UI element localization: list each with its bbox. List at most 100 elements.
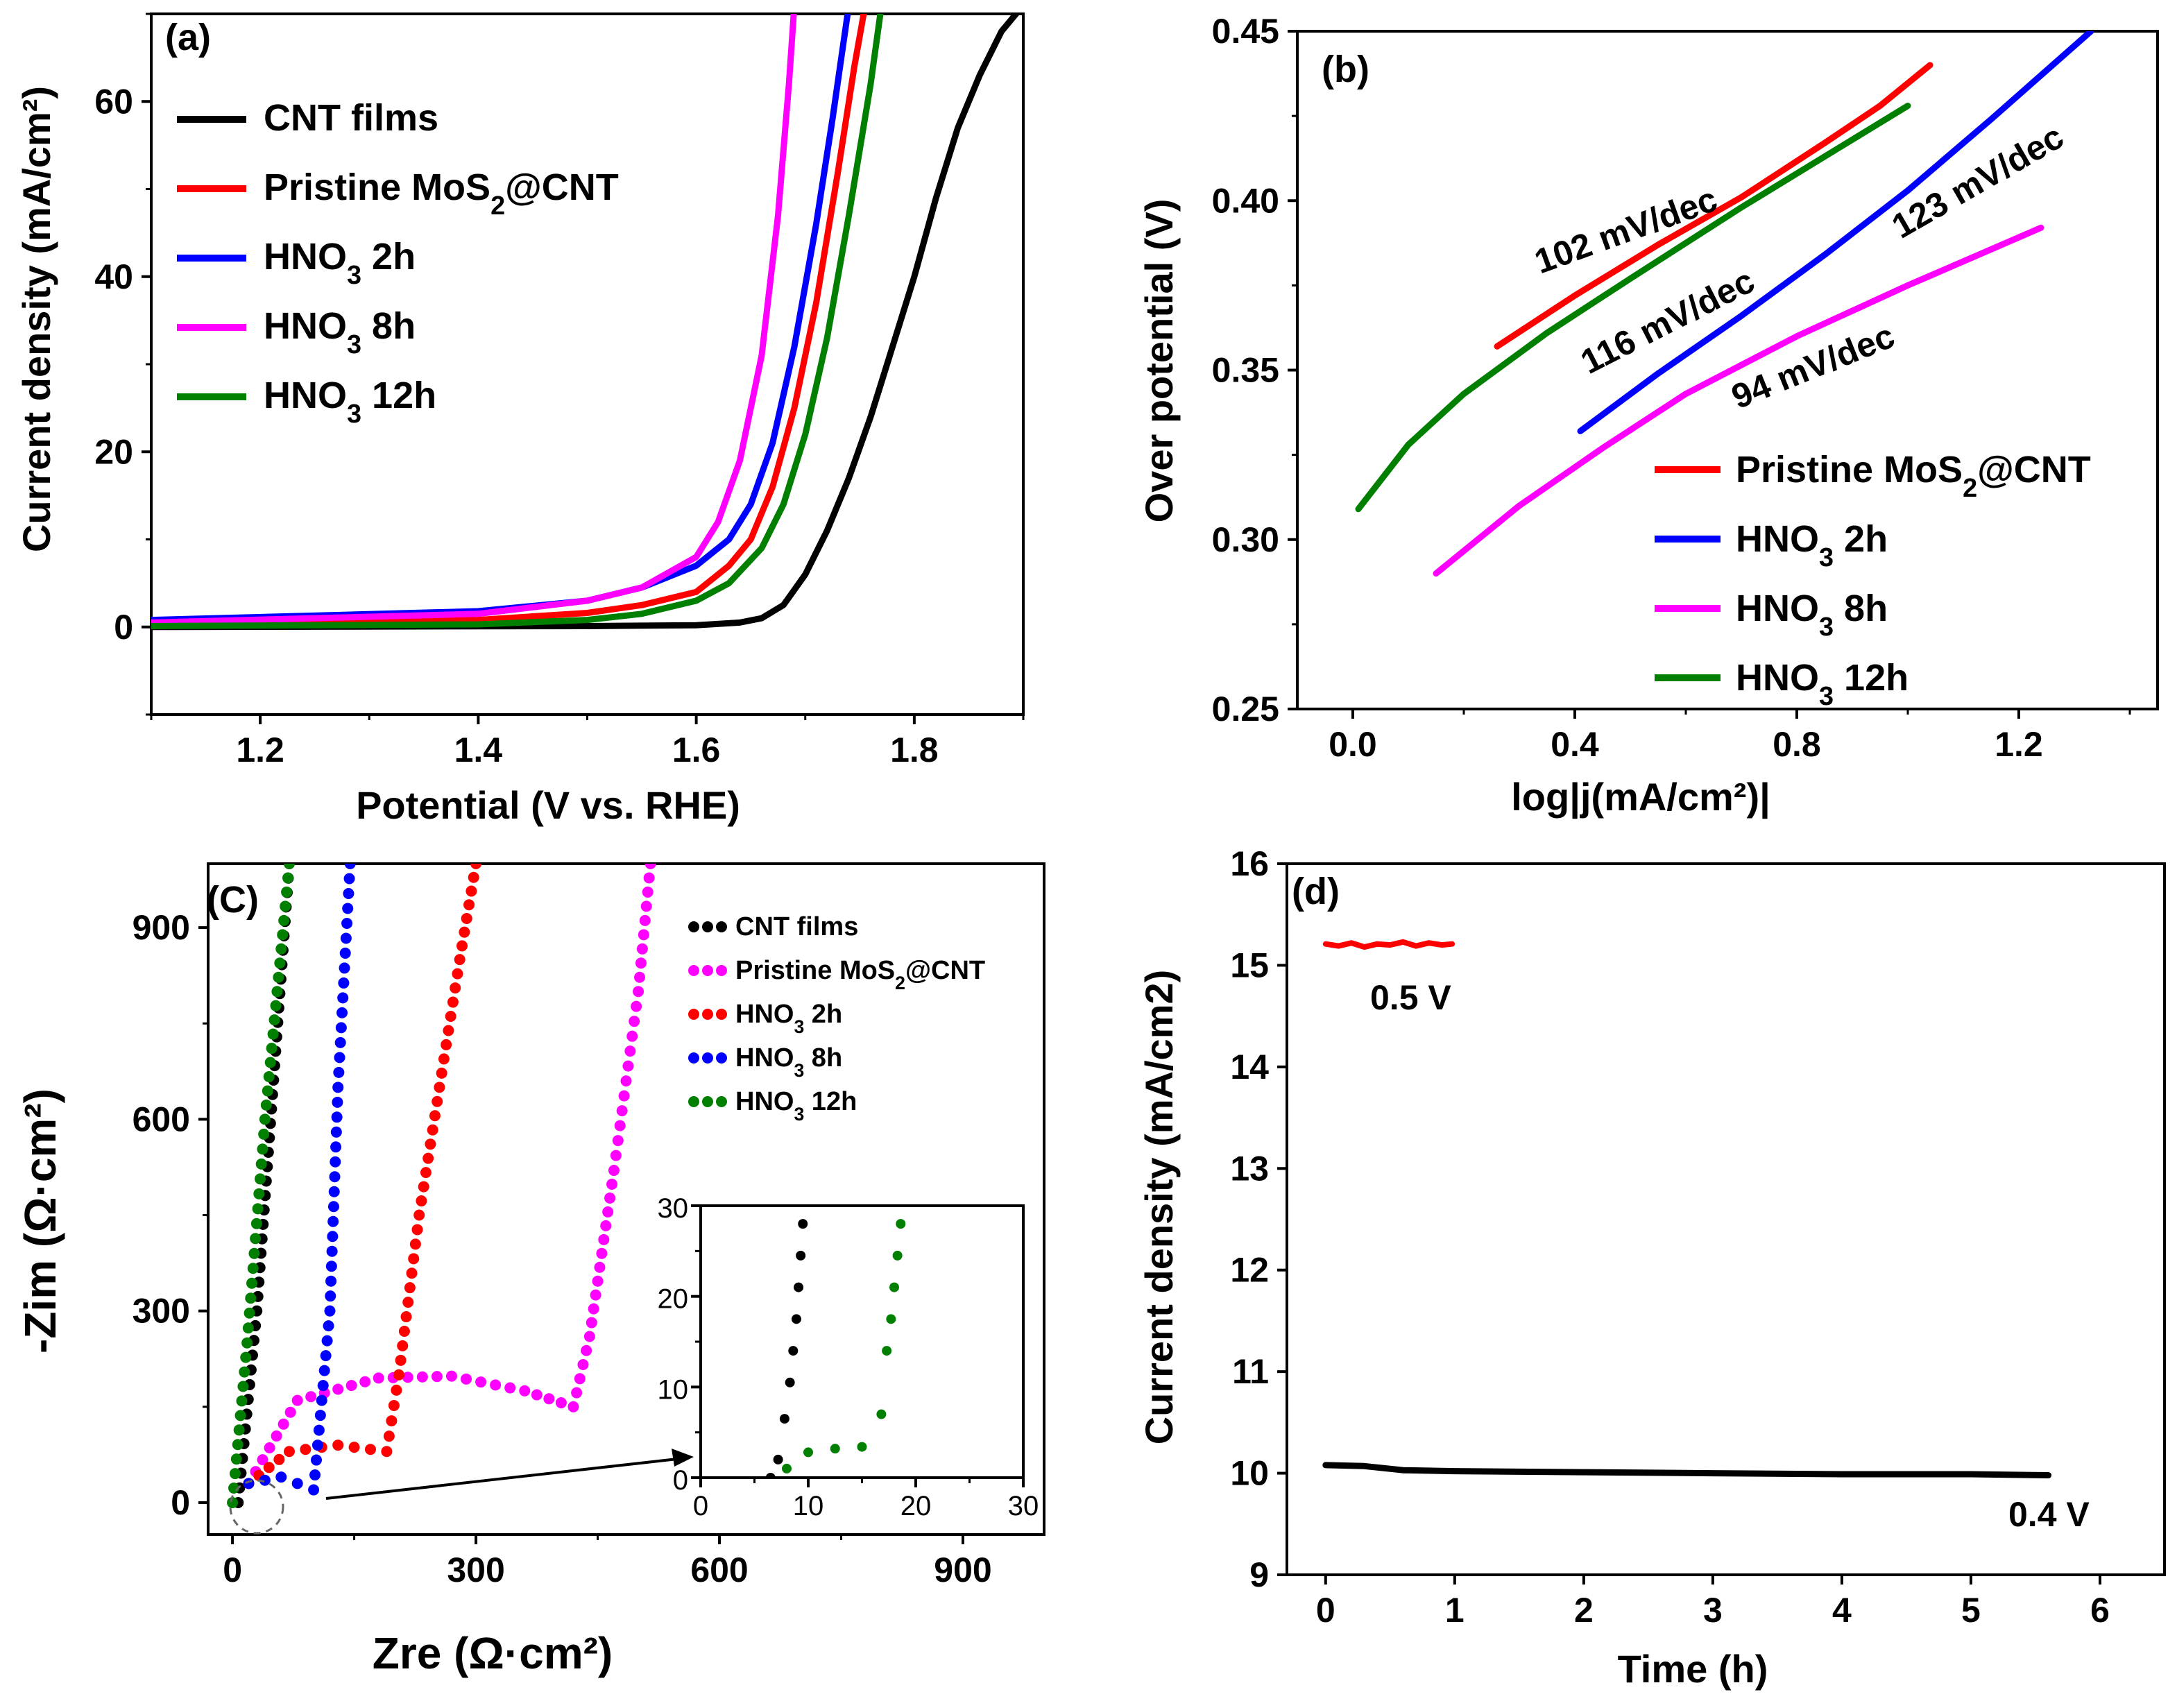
points-c-4 <box>268 1014 280 1026</box>
points-c-2 <box>447 996 459 1008</box>
points-c-3 <box>342 903 354 914</box>
panel-b-ylabel: Over potential (V) <box>1137 199 1181 523</box>
inset-point-0 <box>798 1219 808 1229</box>
points-c-1 <box>639 914 651 926</box>
points-c-4 <box>230 1453 242 1465</box>
points-c-2 <box>470 864 482 869</box>
points-c-3 <box>311 1440 323 1451</box>
points-c-1 <box>622 1060 634 1072</box>
points-c-1 <box>567 1401 579 1412</box>
series-group-b <box>1355 31 2094 577</box>
points-c-2 <box>459 926 470 938</box>
points-c-4 <box>246 1277 258 1289</box>
points-c-3 <box>335 1022 347 1034</box>
points-c-2 <box>422 1152 434 1164</box>
x-tick-label-inset: 0 <box>693 1491 708 1521</box>
x-tick-label-d: 0 <box>1316 1591 1335 1630</box>
series-group-inset <box>765 1219 906 1478</box>
y-tick-label-a: 40 <box>94 257 133 296</box>
points-c-1 <box>305 1391 317 1403</box>
points-c-2 <box>445 1011 456 1023</box>
y-tick-label-d: 12 <box>1230 1251 1269 1290</box>
y-tick-label-d: 14 <box>1230 1048 1269 1086</box>
points-c-4 <box>255 1158 267 1170</box>
points-c-2 <box>456 940 468 952</box>
y-tick-label-d: 16 <box>1230 844 1269 883</box>
points-c-3 <box>327 1215 339 1227</box>
points-c-4 <box>252 1203 264 1215</box>
legend-label-a-1: Pristine MoS2@CNT <box>264 166 619 221</box>
points-c-1 <box>461 1373 472 1385</box>
points-c-1 <box>543 1393 555 1405</box>
x-tick-label-c: 900 <box>934 1551 991 1589</box>
points-c-3 <box>314 1410 326 1421</box>
legend-label-c-3: HNO3 8h <box>735 1043 842 1081</box>
points-c-2 <box>413 1209 425 1221</box>
points-c-3 <box>275 1471 287 1483</box>
points-c-1 <box>519 1385 531 1397</box>
points-c-2 <box>429 1110 441 1122</box>
points-c-1 <box>475 1376 487 1388</box>
points-c-3 <box>310 1454 322 1466</box>
points-c-2 <box>452 968 463 980</box>
legend-label-c-1: Pristine MoS2@CNT <box>735 956 985 993</box>
x-tick-label-c: 0 <box>223 1551 242 1589</box>
points-c-2 <box>425 1138 436 1150</box>
legend-swatch-c-4 <box>702 1096 713 1107</box>
points-c-4 <box>264 1057 276 1068</box>
points-c-1 <box>431 1371 443 1383</box>
points-c-3 <box>343 887 355 899</box>
points-c-3 <box>321 1335 333 1347</box>
points-c-4 <box>253 1188 265 1199</box>
points-c-3 <box>337 992 349 1004</box>
legend-swatch-c-4 <box>716 1096 727 1107</box>
points-c-4 <box>280 900 291 912</box>
plot-inset: 0 10 20 30 0 10 20 30 <box>658 1193 1039 1521</box>
points-c-3 <box>334 1052 345 1064</box>
inset-point-0 <box>773 1454 783 1464</box>
points-c-1 <box>586 1317 597 1329</box>
legend-swatch-c-0 <box>688 921 699 932</box>
y-tick-label-c: 900 <box>133 908 190 947</box>
line-a-4 <box>151 14 884 629</box>
points-c-3 <box>320 1350 332 1362</box>
plot-area-d <box>1286 862 2166 1576</box>
panel-c-xlabel: Zre (Ω·cm²) <box>373 1628 613 1678</box>
points-c-3 <box>243 1478 255 1489</box>
y-tick-label-a: 0 <box>114 608 133 647</box>
y-tick-label-b: 0.35 <box>1212 351 1279 390</box>
points-c-1 <box>402 1372 413 1383</box>
x-tick-label-a: 1.2 <box>236 731 284 769</box>
legend-swatch-c-3 <box>688 1052 699 1064</box>
points-c-4 <box>247 1263 259 1274</box>
points-c-1 <box>638 929 649 941</box>
points-c-3 <box>333 1066 345 1078</box>
plot-a: 1.2 1.4 1.6 1.8 0 20 40 60 CNT films Pristine MoS… <box>94 12 1025 769</box>
line-b-3 <box>1355 103 1911 513</box>
x-tick-label-d: 6 <box>2090 1591 2110 1630</box>
points-c-3 <box>343 873 355 885</box>
points-c-2 <box>420 1167 432 1179</box>
points-c-3 <box>309 1469 321 1481</box>
points-c-2 <box>391 1384 402 1396</box>
points-c-3 <box>325 1261 337 1272</box>
panel-b-xlabel: log|j(mA/cm²)| <box>1511 775 1770 819</box>
points-c-1 <box>614 1120 626 1131</box>
inset-point-0 <box>796 1250 806 1261</box>
legend-swatch-c-1 <box>702 965 713 976</box>
points-c-1 <box>590 1289 601 1301</box>
y-tick-label-d: 15 <box>1230 946 1269 984</box>
x-tick-label-b: 0.4 <box>1551 725 1599 764</box>
legend-label-a-0: CNT films <box>264 97 438 139</box>
points-c-1 <box>631 1000 642 1012</box>
points-c-4 <box>240 1351 252 1363</box>
points-c-1 <box>616 1105 628 1117</box>
line-a-1 <box>151 14 867 628</box>
points-c-3 <box>291 1478 303 1489</box>
x-tick-label-c: 600 <box>690 1551 748 1589</box>
points-c-2 <box>454 954 466 966</box>
y-tick-label-a: 60 <box>94 82 133 121</box>
points-c-1 <box>602 1206 614 1218</box>
points-c-2 <box>450 982 461 994</box>
